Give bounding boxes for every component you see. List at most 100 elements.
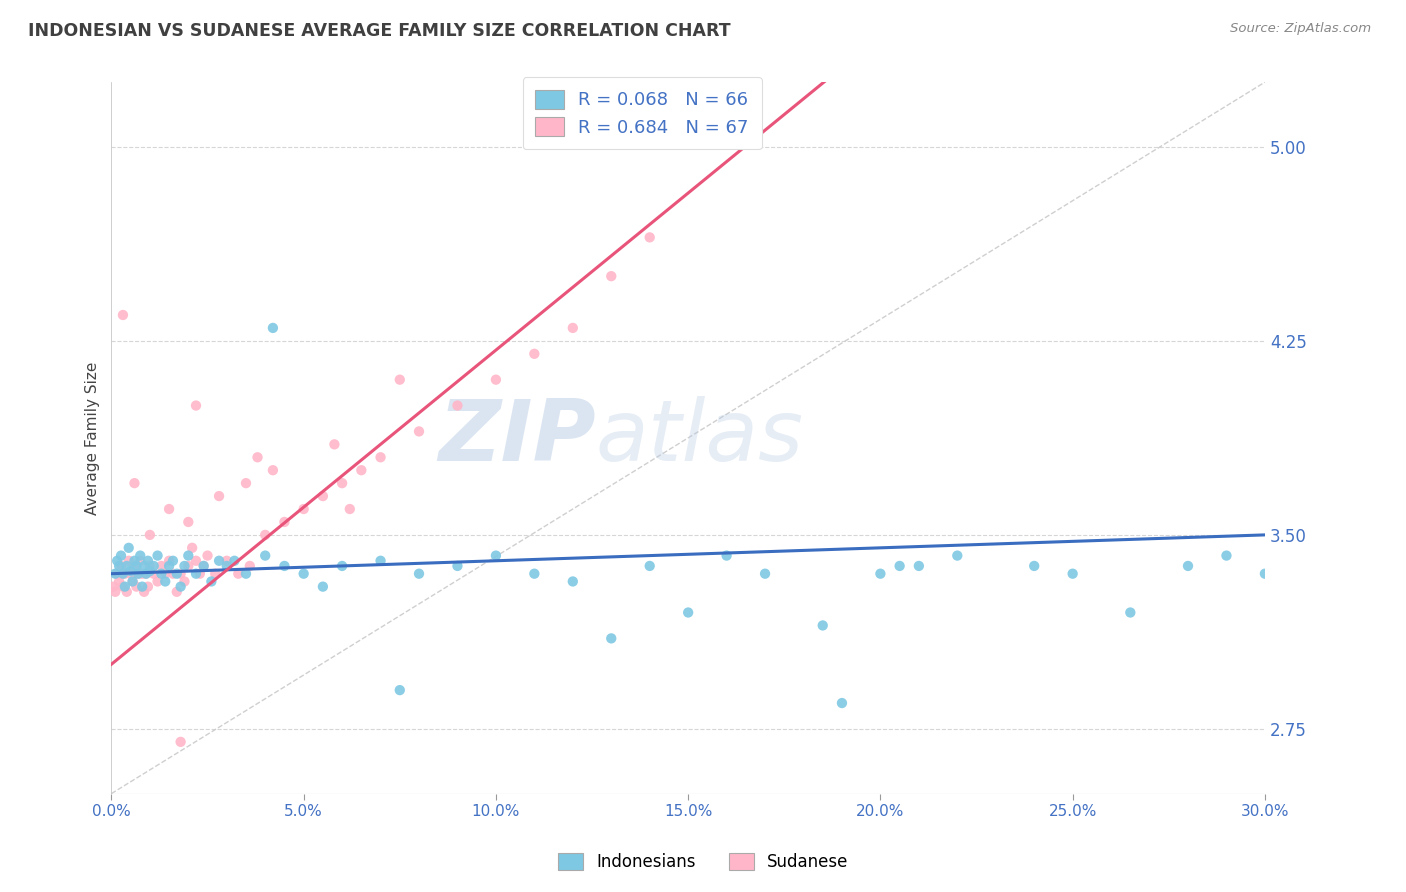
Point <box>139 564 162 578</box>
Point <box>350 463 373 477</box>
Point <box>523 566 546 581</box>
Point <box>131 566 153 581</box>
Point <box>184 566 207 581</box>
Point <box>146 549 169 563</box>
Point <box>889 558 911 573</box>
Point <box>139 558 162 573</box>
Point <box>273 515 295 529</box>
Point <box>869 566 891 581</box>
Point <box>136 554 159 568</box>
Point <box>135 566 157 581</box>
Point <box>118 541 141 555</box>
Point <box>254 528 277 542</box>
Point <box>115 584 138 599</box>
Point <box>330 558 353 573</box>
Point <box>204 566 226 581</box>
Point <box>197 549 219 563</box>
Point <box>408 425 430 439</box>
Point <box>208 554 231 568</box>
Point <box>312 580 335 594</box>
Point <box>157 554 180 568</box>
Point <box>1177 558 1199 573</box>
Point <box>184 554 207 568</box>
Point <box>121 574 143 589</box>
Point <box>485 373 508 387</box>
Point <box>200 574 222 589</box>
Point <box>150 558 173 573</box>
Point <box>110 558 132 573</box>
Point <box>110 549 132 563</box>
Point <box>946 549 969 563</box>
Point <box>370 450 392 465</box>
Point <box>292 566 315 581</box>
Point <box>226 566 249 581</box>
Point <box>561 321 583 335</box>
Point <box>114 580 136 594</box>
Point <box>235 476 257 491</box>
Text: atlas: atlas <box>596 396 804 479</box>
Point <box>118 554 141 568</box>
Point <box>111 308 134 322</box>
Point <box>193 558 215 573</box>
Point <box>105 566 128 581</box>
Point <box>169 580 191 594</box>
Point <box>129 554 152 568</box>
Point <box>716 549 738 563</box>
Point <box>146 574 169 589</box>
Point <box>162 554 184 568</box>
Point <box>523 347 546 361</box>
Point <box>184 399 207 413</box>
Point <box>262 321 284 335</box>
Point <box>446 558 468 573</box>
Point <box>132 584 155 599</box>
Point <box>135 566 157 581</box>
Point <box>157 558 180 573</box>
Text: INDONESIAN VS SUDANESE AVERAGE FAMILY SIZE CORRELATION CHART: INDONESIAN VS SUDANESE AVERAGE FAMILY SI… <box>28 22 731 40</box>
Point <box>235 566 257 581</box>
Point <box>811 618 834 632</box>
Point <box>215 554 238 568</box>
Point <box>125 558 148 573</box>
Point <box>1119 606 1142 620</box>
Point <box>132 558 155 573</box>
Point <box>166 584 188 599</box>
Point <box>108 574 131 589</box>
Point <box>330 476 353 491</box>
Point <box>169 735 191 749</box>
Point <box>114 566 136 581</box>
Text: Source: ZipAtlas.com: Source: ZipAtlas.com <box>1230 22 1371 36</box>
Point <box>136 580 159 594</box>
Point <box>177 515 200 529</box>
Point <box>162 566 184 581</box>
Point <box>388 683 411 698</box>
Point <box>388 373 411 387</box>
Point <box>754 566 776 581</box>
Point <box>638 558 661 573</box>
Point <box>108 558 131 573</box>
Point <box>600 269 623 284</box>
Point <box>177 558 200 573</box>
Point <box>139 528 162 542</box>
Point <box>124 476 146 491</box>
Point <box>273 558 295 573</box>
Point <box>193 558 215 573</box>
Point <box>131 580 153 594</box>
Point <box>124 554 146 568</box>
Point <box>188 566 211 581</box>
Point <box>312 489 335 503</box>
Legend: R = 0.068   N = 66, R = 0.684   N = 67: R = 0.068 N = 66, R = 0.684 N = 67 <box>523 77 762 149</box>
Point <box>561 574 583 589</box>
Point <box>166 566 188 581</box>
Point <box>485 549 508 563</box>
Point <box>104 566 127 581</box>
Point <box>181 541 204 555</box>
Point <box>1215 549 1237 563</box>
Point <box>150 566 173 581</box>
Point <box>1254 566 1277 581</box>
Point <box>1062 566 1084 581</box>
Point <box>177 549 200 563</box>
Legend: Indonesians, Sudanese: Indonesians, Sudanese <box>550 845 856 880</box>
Point <box>111 580 134 594</box>
Point <box>638 230 661 244</box>
Point <box>125 580 148 594</box>
